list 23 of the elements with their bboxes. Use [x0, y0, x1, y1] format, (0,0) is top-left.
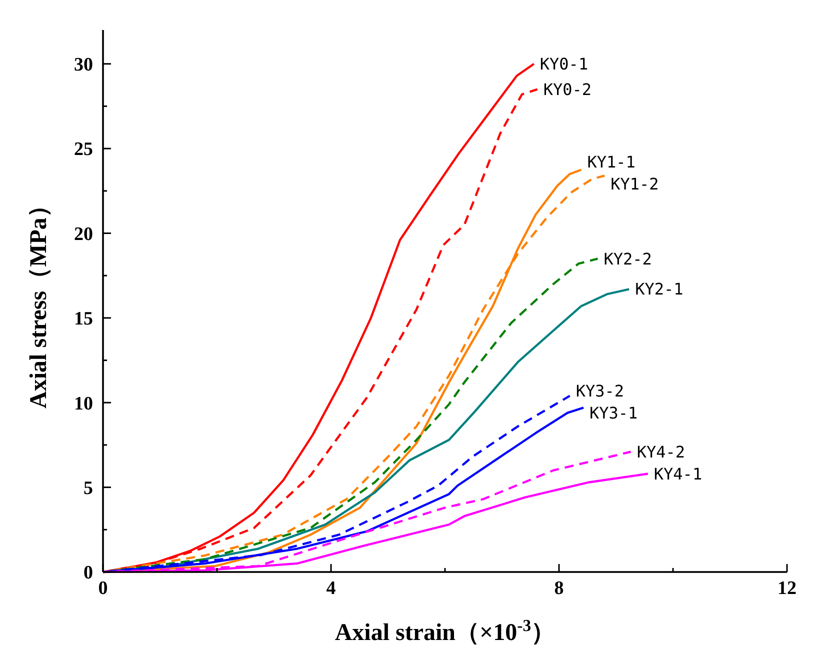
y-tick-label: 25 — [74, 139, 93, 160]
y-tick-label: 30 — [74, 54, 93, 76]
series-label: KY1-2 — [610, 174, 659, 194]
series-label: KY0-2 — [543, 80, 592, 99]
x-tick-label: 0 — [98, 578, 108, 599]
series-label: KY4-1 — [654, 464, 702, 484]
series-label: KY0-1 — [540, 54, 588, 74]
x-tick-label: 4 — [326, 578, 336, 599]
y-tick-label: 15 — [74, 308, 93, 330]
x-tick-label: 12 — [778, 578, 796, 599]
x-axis-title: Axial strain（×10$^{-3}$） — [334, 616, 556, 646]
series-label: KY4-2 — [636, 442, 685, 462]
y-tick-label: 10 — [74, 393, 93, 414]
x-tick-label: 8 — [554, 578, 564, 599]
y-tick-label: 20 — [74, 224, 93, 245]
y-axis-title: Axial stress（MPa） — [26, 194, 52, 408]
y-tick-label: 5 — [84, 478, 93, 499]
series-label: KY3-2 — [576, 381, 624, 400]
series-label: KY3-1 — [590, 403, 638, 422]
series-label: KY1-1 — [587, 152, 636, 172]
y-tick-label: 0 — [84, 562, 93, 584]
series-label: KY2-1 — [635, 280, 684, 299]
series-label: KY2-2 — [604, 249, 652, 268]
